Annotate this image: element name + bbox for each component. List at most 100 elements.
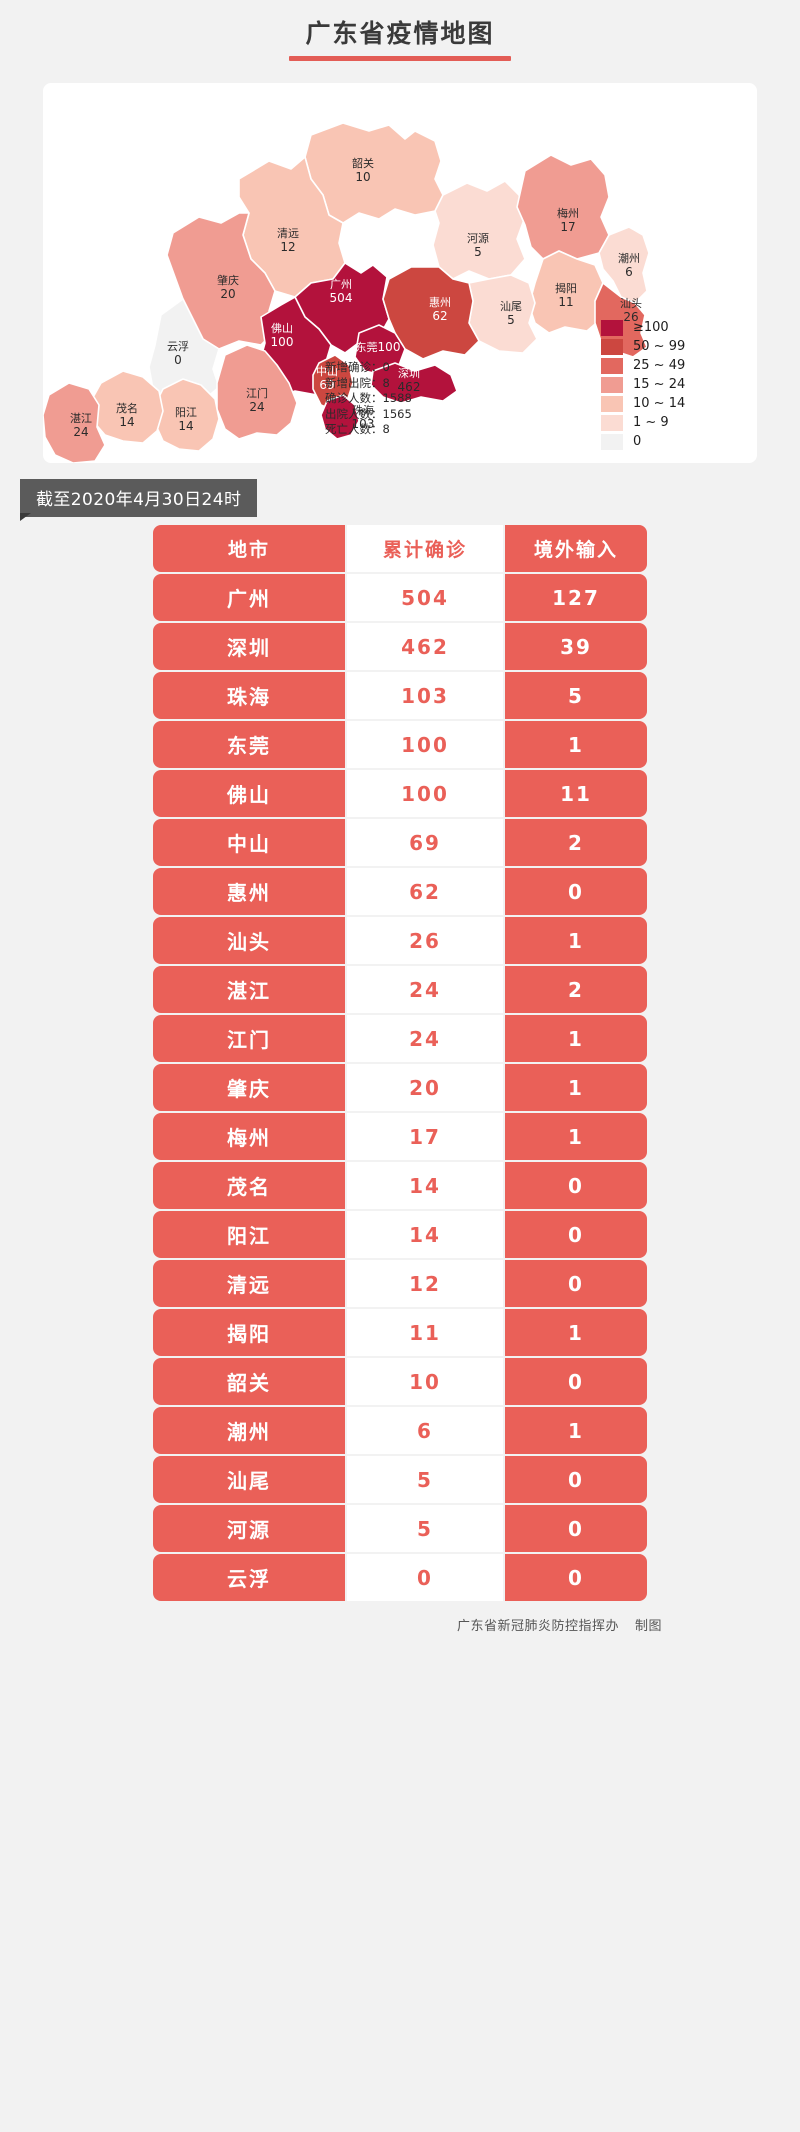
stat-new-confirmed: 新增确诊：0	[325, 360, 390, 375]
cell-confirmed: 100	[347, 770, 503, 818]
cell-imported: 1	[505, 1113, 647, 1161]
stat-total-deaths: 死亡人数：8	[325, 422, 390, 437]
cell-city: 江门	[153, 1015, 345, 1063]
cell-confirmed: 17	[347, 1113, 503, 1161]
legend-swatch-icon	[601, 319, 623, 336]
region-meizhou	[516, 154, 610, 261]
legend-label: 25 ~ 49	[633, 358, 686, 374]
cell-confirmed: 12	[347, 1260, 503, 1308]
table-row: 广州 504 127	[153, 574, 647, 622]
table-row: 河源 5 0	[153, 1505, 647, 1553]
table-row: 惠州 62 0	[153, 868, 647, 916]
cell-city: 肇庆	[153, 1064, 345, 1112]
cell-city: 阳江	[153, 1211, 345, 1259]
cell-confirmed: 462	[347, 623, 503, 671]
legend-row: 10 ~ 14	[601, 394, 721, 413]
legend-row: 0	[601, 432, 721, 451]
cell-confirmed: 69	[347, 819, 503, 867]
cell-city: 云浮	[153, 1554, 345, 1602]
legend-label: 1 ~ 9	[633, 415, 669, 431]
cell-confirmed: 11	[347, 1309, 503, 1357]
cell-confirmed: 14	[347, 1162, 503, 1210]
table-row: 潮州 6 1	[153, 1407, 647, 1455]
cell-city: 中山	[153, 819, 345, 867]
page-title: 广东省疫情地图	[305, 19, 495, 48]
table-row: 江门 24 1	[153, 1015, 647, 1063]
legend-row: 50 ~ 99	[601, 337, 721, 356]
table-row: 佛山 100 11	[153, 770, 647, 818]
table-row: 梅州 17 1	[153, 1113, 647, 1161]
table-row: 阳江 14 0	[153, 1211, 647, 1259]
cell-confirmed: 100	[347, 721, 503, 769]
cell-confirmed: 5	[347, 1505, 503, 1553]
cell-imported: 1	[505, 1015, 647, 1063]
region-jieyang	[528, 250, 604, 335]
region-yunfu	[148, 298, 220, 403]
table-row: 韶关 10 0	[153, 1358, 647, 1406]
cell-imported: 2	[505, 966, 647, 1014]
cell-confirmed: 20	[347, 1064, 503, 1112]
cell-city: 梅州	[153, 1113, 345, 1161]
cell-city: 东莞	[153, 721, 345, 769]
cell-imported: 0	[505, 1358, 647, 1406]
cell-city: 佛山	[153, 770, 345, 818]
table-row: 揭阳 11 1	[153, 1309, 647, 1357]
table-row: 云浮 0 0	[153, 1554, 647, 1602]
date-ribbon-wrap: 截至2020年4月30日24时	[0, 479, 800, 522]
column-header-imported: 境外输入	[505, 525, 647, 573]
cell-city: 汕尾	[153, 1456, 345, 1504]
cell-city: 茂名	[153, 1162, 345, 1210]
infographic-page: 广东省疫情地图	[0, 19, 800, 1635]
legend-label: 10 ~ 14	[633, 396, 686, 412]
footer-credit: 制图	[634, 1619, 662, 1635]
cell-city: 珠海	[153, 672, 345, 720]
cell-confirmed: 24	[347, 1015, 503, 1063]
cell-imported: 0	[505, 1162, 647, 1210]
cell-city: 潮州	[153, 1407, 345, 1455]
legend-row: 15 ~ 24	[601, 375, 721, 394]
cell-imported: 1	[505, 1407, 647, 1455]
cell-imported: 0	[505, 1505, 647, 1553]
cell-confirmed: 26	[347, 917, 503, 965]
cell-confirmed: 62	[347, 868, 503, 916]
cell-city: 汕头	[153, 917, 345, 965]
stat-new-discharged: 新增出院：8	[325, 375, 390, 390]
cell-imported: 0	[505, 868, 647, 916]
region-zhuhai	[320, 394, 360, 441]
cell-imported: 2	[505, 819, 647, 867]
cell-imported: 1	[505, 1064, 647, 1112]
legend-row: 25 ~ 49	[601, 356, 721, 375]
cell-city: 韶关	[153, 1358, 345, 1406]
cell-imported: 1	[505, 917, 647, 965]
cell-city: 河源	[153, 1505, 345, 1553]
cell-city: 惠州	[153, 868, 345, 916]
legend-swatch-icon	[601, 395, 623, 412]
cell-imported: 0	[505, 1211, 647, 1259]
table-row: 东莞 100 1	[153, 721, 647, 769]
cell-imported: 11	[505, 770, 647, 818]
table-row: 珠海 103 5	[153, 672, 647, 720]
table-row: 湛江 24 2	[153, 966, 647, 1014]
cell-imported: 5	[505, 672, 647, 720]
region-chaozhou	[598, 226, 650, 305]
legend-swatch-icon	[601, 433, 623, 450]
region-heyuan	[432, 180, 526, 281]
cell-imported: 0	[505, 1554, 647, 1602]
map-card: 韶关 10 清远 12 河源 5 梅州 17 潮州 6 揭阳 11 汕头 26 汕尾 5 肇庆 2…	[43, 83, 757, 464]
legend-row: ≥100	[601, 318, 721, 337]
map-legend: ≥100 50 ~ 99 25 ~ 49 15 ~ 24 10 ~ 14 1 ~…	[601, 318, 721, 451]
table-row: 深圳 462 39	[153, 623, 647, 671]
ribbon-tail-icon	[20, 513, 31, 522]
cell-confirmed: 24	[347, 966, 503, 1014]
legend-label: ≥100	[633, 320, 669, 336]
table-row: 清远 12 0	[153, 1260, 647, 1308]
table-row: 中山 69 2	[153, 819, 647, 867]
table-row: 汕头 26 1	[153, 917, 647, 965]
cell-imported: 1	[505, 1309, 647, 1357]
legend-swatch-icon	[601, 357, 623, 374]
legend-swatch-icon	[601, 338, 623, 355]
table-row: 肇庆 20 1	[153, 1064, 647, 1112]
cell-city: 广州	[153, 574, 345, 622]
legend-row: 1 ~ 9	[601, 413, 721, 432]
region-zhanjiang	[43, 382, 106, 464]
